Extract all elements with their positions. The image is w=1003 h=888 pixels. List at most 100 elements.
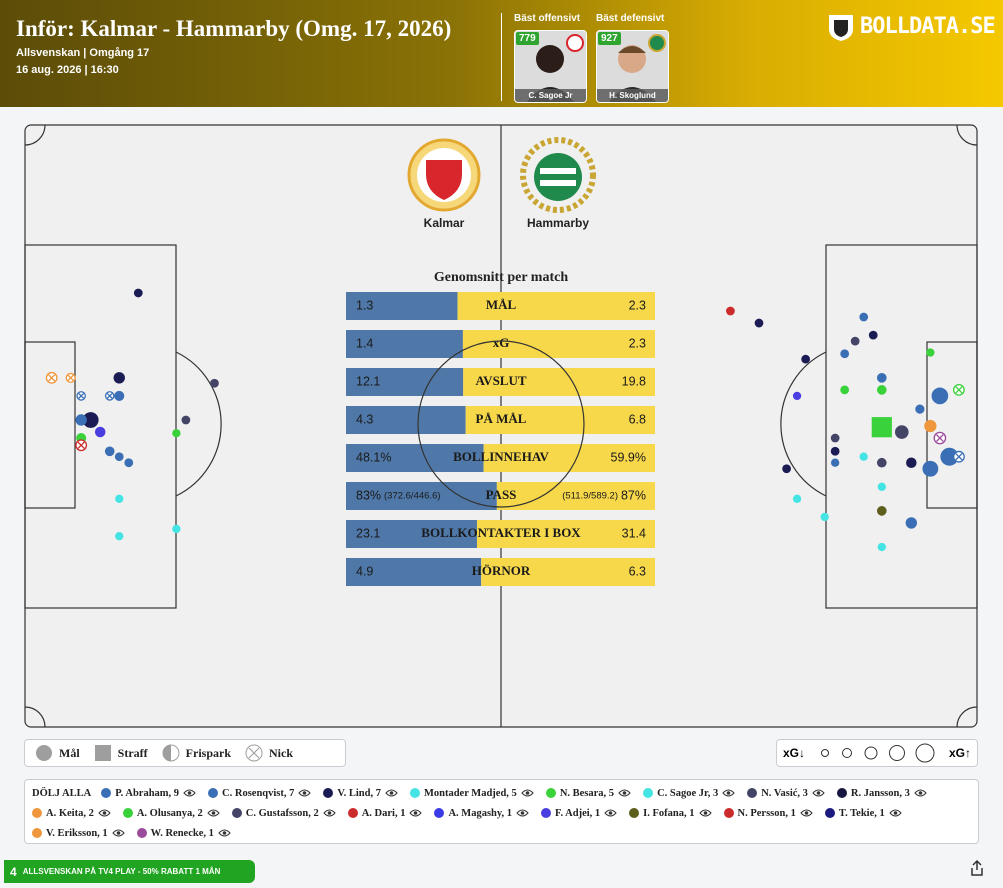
visibility-icon bbox=[385, 789, 398, 797]
header-cross bbox=[67, 374, 74, 381]
header-cross bbox=[48, 374, 56, 382]
stat-label: xG bbox=[493, 335, 510, 350]
player-filter-item[interactable]: V. Eriksson, 1 bbox=[32, 825, 125, 841]
icon bbox=[162, 744, 180, 762]
center-circle bbox=[417, 340, 585, 508]
brand[interactable]: BOLLDATA.SE bbox=[860, 14, 996, 39]
shot bbox=[114, 452, 124, 462]
shot bbox=[82, 412, 99, 428]
eye-pupil bbox=[187, 791, 192, 795]
shot-header bbox=[65, 372, 76, 383]
header-cross bbox=[77, 441, 85, 449]
legend-item[interactable]: Nick bbox=[245, 744, 293, 762]
shot bbox=[820, 512, 829, 522]
player-color bbox=[409, 788, 420, 798]
eye-pupil bbox=[222, 831, 227, 835]
player-filter-item[interactable]: N. Persson, 1 bbox=[723, 805, 813, 821]
promo-banner[interactable]: 4 ALLSVENSKAN PÅ TV4 PLAY - 50% RABATT 1… bbox=[4, 860, 255, 883]
eye-outline bbox=[618, 789, 631, 797]
eye-pupil bbox=[525, 791, 530, 795]
legend-label: Frispark bbox=[185, 745, 232, 760]
player-filter-item[interactable]: Montader Madjed, 5 bbox=[409, 785, 534, 801]
home-value: 23.1 bbox=[356, 526, 380, 540]
shot bbox=[859, 452, 868, 461]
stat-label: AVSLUT bbox=[475, 373, 526, 388]
home-bar bbox=[346, 482, 497, 510]
shot bbox=[876, 457, 887, 468]
legend-item[interactable]: Straff bbox=[94, 744, 148, 762]
away-team: Hammarby bbox=[527, 216, 589, 230]
away-value: 6.3 bbox=[629, 564, 646, 578]
player-color bbox=[836, 788, 847, 798]
player-filter-item[interactable]: V. Lind, 7 bbox=[323, 785, 398, 801]
eye-pupil bbox=[327, 811, 332, 815]
player-label: W. Renecke, 1 bbox=[150, 827, 214, 839]
shot bbox=[782, 464, 791, 474]
stat-label: BOLLINNEHAV bbox=[453, 449, 549, 464]
player-filter-item[interactable]: A. Dari, 1 bbox=[347, 805, 423, 821]
player-filter-item[interactable]: A. Keita, 2 bbox=[32, 805, 111, 821]
player-filter-item[interactable]: N. Vasić, 3 bbox=[747, 785, 825, 801]
player-filter-item[interactable]: F. Adjei, 1 bbox=[541, 805, 617, 821]
away-detail: (511.9/589.2) bbox=[562, 491, 618, 502]
visibility-icon bbox=[618, 789, 631, 797]
player-filter-item[interactable]: I. Fofana, 1 bbox=[629, 805, 712, 821]
eye-outline bbox=[183, 789, 196, 797]
player-card[interactable]: 927 H. Skoglund bbox=[596, 30, 669, 103]
subtitle: Allsvenskan | Omgång 17 bbox=[16, 47, 150, 59]
left-arc bbox=[175, 351, 222, 497]
player-card[interactable]: 779 C. Sagoe Jr bbox=[514, 30, 587, 103]
visibility-icon bbox=[207, 809, 220, 817]
away-bar bbox=[465, 406, 655, 434]
player-label: V. Eriksson, 1 bbox=[46, 827, 108, 839]
kalmar-crest bbox=[407, 138, 481, 212]
shot bbox=[876, 506, 887, 516]
shot bbox=[104, 446, 115, 457]
stat-label: PÅ MÅL bbox=[476, 411, 527, 426]
visibility-icon bbox=[800, 809, 813, 817]
legend-item[interactable]: Mål bbox=[35, 744, 80, 762]
eye-pupil bbox=[893, 811, 898, 815]
eye-outline bbox=[722, 789, 735, 797]
shot-penalty bbox=[871, 417, 892, 438]
player-filter-item[interactable]: W. Renecke, 1 bbox=[136, 825, 231, 841]
player-filter-item[interactable]: C. Rosenqvist, 7 bbox=[208, 785, 312, 801]
home-bar bbox=[346, 406, 466, 434]
legend-item[interactable]: Frispark bbox=[162, 744, 231, 762]
share-button[interactable] bbox=[969, 859, 985, 877]
player-filter-item[interactable]: C. Sagoe Jr, 3 bbox=[643, 785, 735, 801]
player-label: N. Persson, 1 bbox=[737, 807, 796, 819]
shot bbox=[75, 414, 87, 426]
player-color bbox=[347, 808, 358, 818]
home-bar bbox=[346, 520, 477, 548]
player-color bbox=[101, 788, 112, 798]
player-filter-item[interactable]: P. Abraham, 9 bbox=[101, 785, 196, 801]
player-label: V. Lind, 7 bbox=[337, 787, 381, 799]
player-filter-item[interactable]: T. Tekie, 1 bbox=[824, 805, 902, 821]
hide-all[interactable]: DÖLJ ALLA bbox=[32, 787, 92, 799]
player-filter-item[interactable]: A. Olusanya, 2 bbox=[122, 805, 220, 821]
player-filter-item[interactable]: N. Besara, 5 bbox=[545, 785, 631, 801]
player-filter-item[interactable]: R. Jansson, 3 bbox=[836, 785, 927, 801]
home-team: Kalmar bbox=[424, 216, 465, 230]
shot bbox=[124, 458, 134, 468]
player-label: A. Dari, 1 bbox=[361, 807, 406, 819]
away-bar bbox=[496, 482, 655, 510]
visibility-icon bbox=[183, 789, 196, 797]
shot bbox=[876, 385, 887, 395]
player-color bbox=[541, 808, 552, 818]
shot-header bbox=[76, 391, 86, 401]
player-label: C. Sagoe Jr, 3 bbox=[657, 787, 719, 799]
eye-outline bbox=[914, 789, 927, 797]
player-color bbox=[32, 828, 42, 838]
visibility-icon bbox=[604, 809, 617, 817]
home-detail: (372.6/446.6) bbox=[384, 491, 441, 502]
visibility-icon bbox=[323, 809, 336, 817]
xg-high: xG↑ bbox=[948, 746, 971, 760]
eye-outline bbox=[111, 829, 125, 837]
player-filter-item[interactable]: A. Magashy, 1 bbox=[434, 805, 529, 821]
player-filter-item[interactable]: C. Gustafsson, 2 bbox=[231, 805, 336, 821]
player-color bbox=[136, 828, 147, 838]
eye-pupil bbox=[622, 791, 627, 795]
